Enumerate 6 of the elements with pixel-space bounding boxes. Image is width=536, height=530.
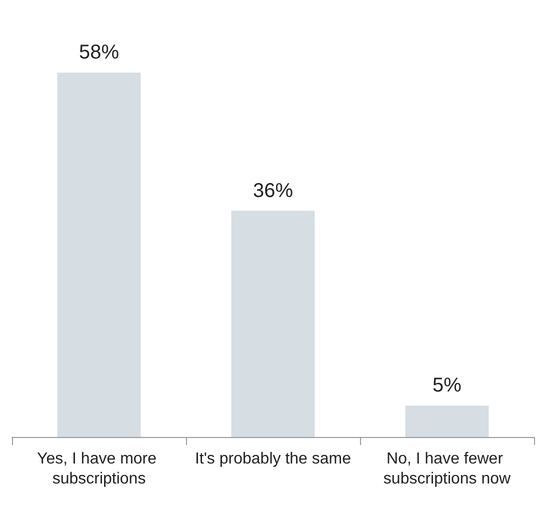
- x-tick-label: Yes, I have more subscriptions: [37, 450, 161, 488]
- data-label: 5%: [432, 374, 462, 397]
- data-label: 58%: [78, 42, 120, 64]
- x-tick-label: It's probably the same: [194, 450, 352, 468]
- data-label: 36%: [252, 180, 294, 202]
- x-tick-label: No, I have fewer subscriptions now: [383, 450, 512, 488]
